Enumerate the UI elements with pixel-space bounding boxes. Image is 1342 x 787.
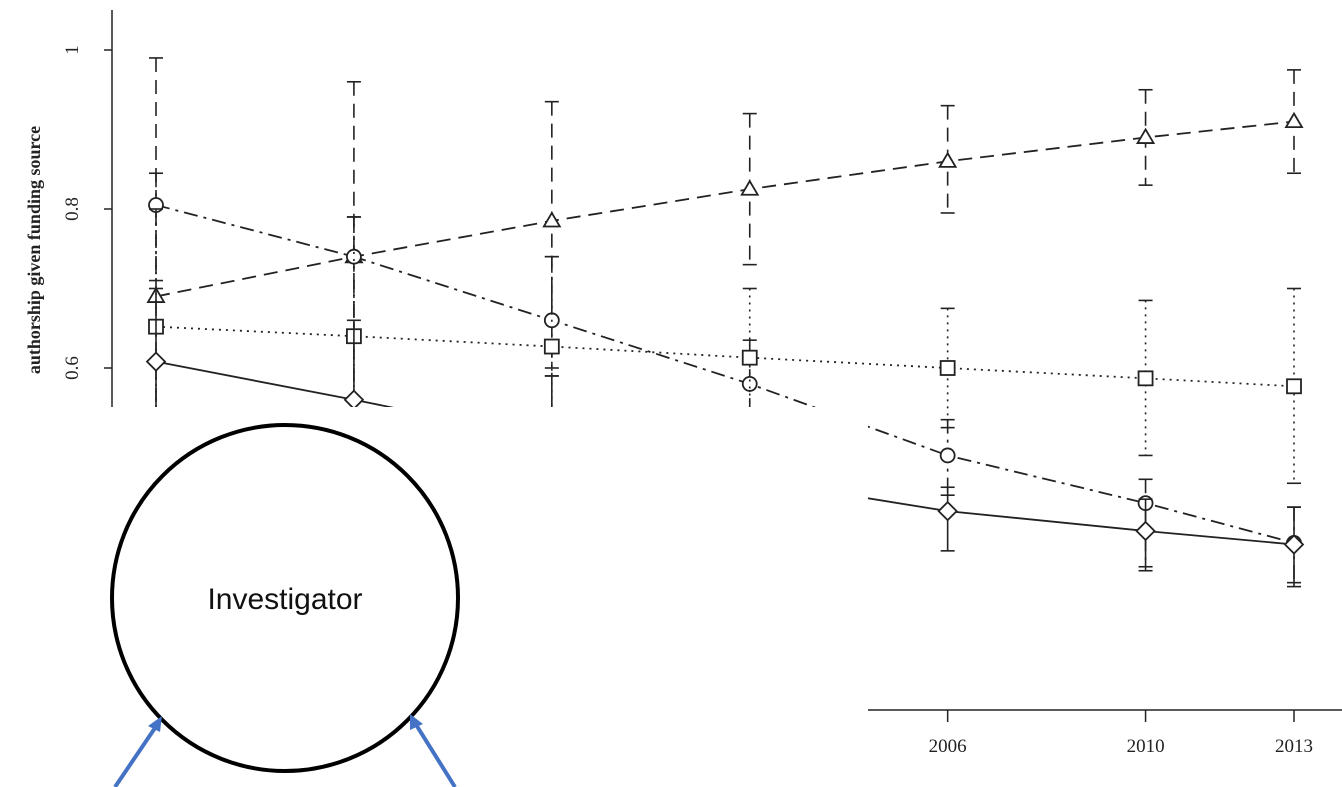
triangle-marker — [740, 179, 760, 196]
circle-marker — [939, 447, 956, 464]
diamond-marker — [343, 389, 365, 411]
triangle-marker — [1284, 111, 1304, 129]
y-tick-label: 1 — [62, 45, 83, 55]
y-tick-label: 0.8 — [62, 197, 83, 221]
investigator-label: Investigator — [207, 583, 362, 616]
square-marker — [939, 360, 956, 376]
series-line — [155, 325, 1295, 388]
investigator-node — [110, 423, 460, 773]
x-tick-label: 2010 — [1127, 736, 1165, 757]
x-tick-label: 2013 — [1275, 736, 1313, 757]
y-tick-label: 0.6 — [62, 356, 83, 380]
square-marker — [741, 349, 758, 366]
diamond-marker — [937, 500, 958, 522]
diamond-marker — [145, 351, 167, 372]
diamond-marker — [1283, 534, 1305, 555]
square-marker — [543, 338, 560, 355]
triangle-marker — [938, 151, 958, 168]
x-tick-layer: 2006 2010 2013 — [929, 710, 1313, 757]
triangle-marker — [1135, 127, 1156, 144]
arrow-right — [410, 714, 457, 787]
arrow-left — [113, 716, 162, 787]
square-marker — [1137, 370, 1154, 387]
diamond-marker — [1135, 520, 1156, 542]
x-tick-label: 2006 — [929, 736, 967, 757]
square-marker — [1286, 378, 1302, 395]
series-line — [155, 120, 1295, 298]
y-axis-label: authorship given funding source — [24, 126, 44, 374]
triangle-marker — [542, 211, 562, 228]
circle-marker — [741, 375, 758, 392]
circle-marker — [346, 248, 362, 265]
axis-layer: 0.6 0.8 1 authorship given funding source — [24, 10, 113, 407]
